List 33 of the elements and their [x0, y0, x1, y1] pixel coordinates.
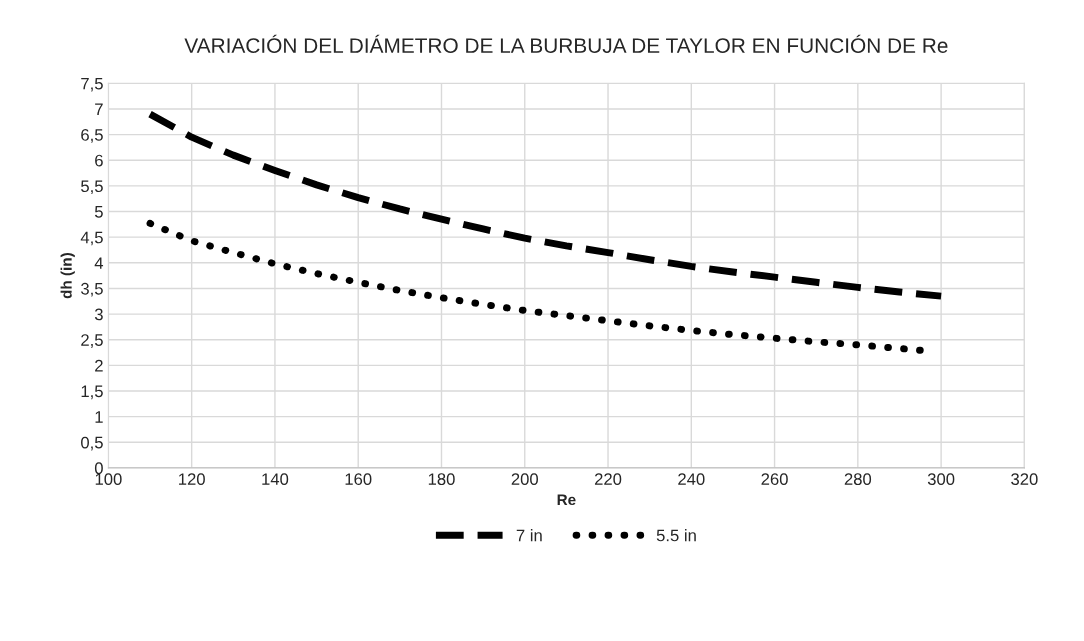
y-tick-label: 7,5 — [81, 77, 103, 92]
x-tick-label: 220 — [594, 473, 622, 486]
x-tick-label: 200 — [511, 473, 539, 486]
x-tick-label: 240 — [678, 473, 705, 486]
y-tick-label: 1 — [95, 411, 103, 423]
y-tick-label: 5 — [94, 206, 103, 218]
x-tick-label: 260 — [761, 473, 788, 486]
x-tick-label: 300 — [927, 473, 955, 486]
y-tick-label: 7 — [95, 103, 103, 116]
legend-label: 5.5 in — [656, 529, 696, 542]
y-tick-label: 2 — [95, 359, 103, 372]
y-tick-label: 2,5 — [81, 334, 103, 348]
y-axis-title: dh (in) — [60, 253, 75, 299]
y-tick-label: 3 — [94, 308, 103, 321]
y-tick-label: 1,5 — [81, 385, 103, 400]
x-axis-title: Re — [557, 494, 576, 506]
y-tick-label: 0,5 — [81, 436, 103, 451]
y-tick-label: 6 — [95, 154, 103, 167]
y-tick-label: 4 — [94, 257, 104, 269]
chart-title: VARIACIÓN DEL DIÁMETRO DE LA BURBUJA DE TAYLOR EN FUNCIÓN DE Re — [184, 34, 948, 53]
x-tick-label: 100 — [95, 473, 122, 486]
y-tick-label: 4,5 — [80, 231, 103, 246]
x-tick-label: 280 — [844, 473, 872, 486]
x-tick-label: 160 — [345, 473, 372, 486]
y-tick-label: 0 — [94, 462, 103, 475]
x-tick-label: 180 — [428, 473, 455, 486]
x-tick-label: 140 — [262, 473, 289, 486]
y-tick-label: 6,5 — [81, 129, 103, 143]
y-tick-label: 3,5 — [81, 282, 103, 297]
x-tick-label: 320 — [1011, 473, 1038, 486]
legend-label: 7 in — [516, 529, 542, 542]
y-tick-label: 5,5 — [81, 180, 103, 195]
x-tick-label: 120 — [179, 473, 205, 486]
